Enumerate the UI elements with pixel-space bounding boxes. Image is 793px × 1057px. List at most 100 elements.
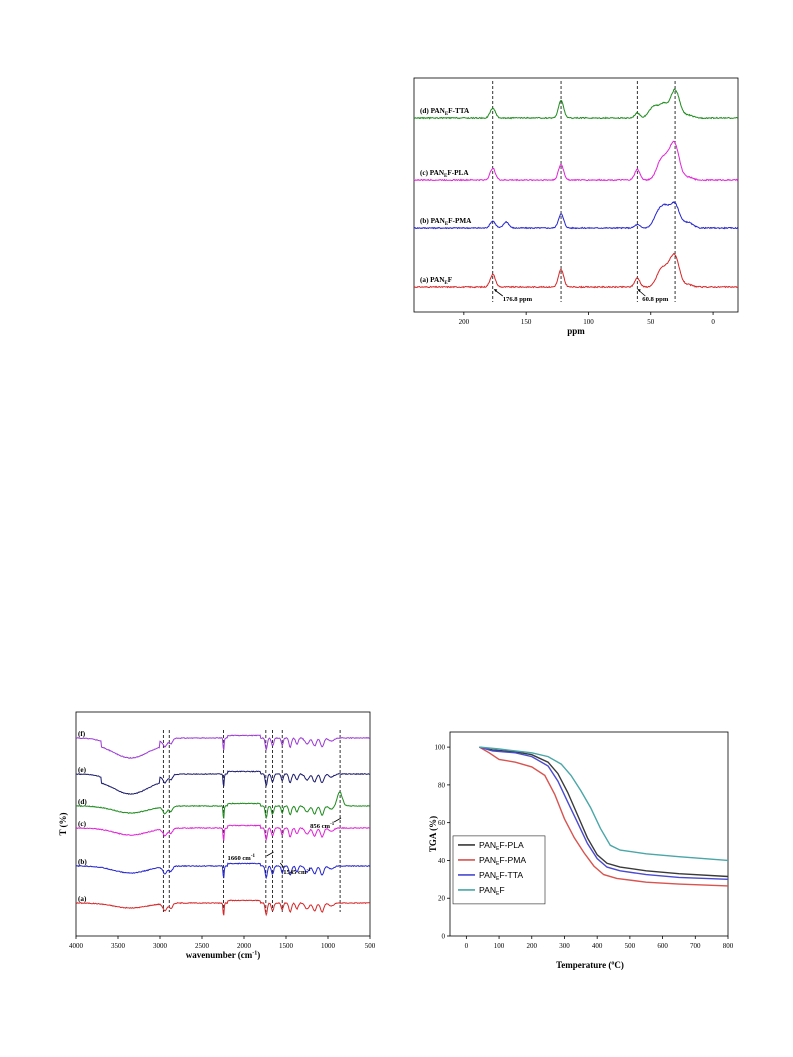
ftir-x-tick-label-5: 1500	[279, 942, 294, 950]
tga-x-axis-label-main: Temperature (	[556, 960, 611, 970]
ftir-x-tick-label-7: 500	[365, 942, 376, 950]
ftir-series-line-c	[76, 824, 370, 842]
ftir-x-tick-label-3: 2500	[195, 942, 210, 950]
nmr-x-tick-label-0: 200	[459, 318, 470, 326]
tga-legend-label-3-base: PAN	[479, 885, 496, 895]
ftir-annotation-2-sup: -1	[330, 822, 335, 827]
ftir-x-tick-label-0: 4000	[69, 942, 84, 950]
ftir-series-label-a: (a)	[78, 895, 87, 903]
tga-y-tick-label-1: 20	[438, 895, 446, 903]
nmr-series-label-a-suffix: F	[448, 276, 453, 284]
nmr-series-label-d-base: (d) PAN	[420, 107, 446, 115]
tga-y-tick-label-2: 40	[438, 857, 446, 865]
ftir-annotation-0: 1660 cm-1	[228, 854, 256, 862]
nmr-series-line-b	[413, 201, 739, 230]
nmr-series-label-d: (d) PANEF-TTA	[420, 107, 470, 117]
ftir-annotation-1-sup: -1	[306, 868, 311, 873]
nmr-x-tick-label-2: 100	[583, 318, 594, 326]
tga-legend-label-3-suffix: F	[499, 885, 504, 895]
ftir-annotation-0-sup: -1	[251, 854, 256, 859]
tga-legend-label-1-suffix: F-PMA	[499, 855, 526, 865]
ftir-y-axis-label: T (%)	[58, 812, 68, 835]
ftir-x-axis-label: wavenumber (cm-1)	[186, 950, 261, 960]
ftir-x-tick-label-6: 1000	[321, 942, 336, 950]
ftir-annotation-arrow-1	[279, 862, 285, 869]
nmr-series-line-a	[413, 252, 738, 289]
tga-legend-label-0-sub: E	[496, 846, 500, 852]
ftir-annotation-2-text: 856 cm	[310, 823, 330, 830]
ftir-series-line-f	[75, 734, 370, 759]
tga-chart: 0 100 200 300 400 500 600 700 800 0 20 40 60 80 100 TG…	[428, 728, 742, 974]
tga-legend-label-1-sub: E	[496, 861, 500, 867]
tga-x-tick-label-3: 300	[559, 942, 570, 950]
nmr-annotation-176-8-ppm: 176.8 ppm	[503, 296, 533, 303]
tga-legend-label-2-sub: E	[496, 876, 500, 882]
nmr-series-label-c-sub: E	[444, 174, 448, 179]
nmr-plot-frame	[413, 77, 739, 313]
ftir-svg: (a) (b) (c) (d) (e) (f) 4000 3500 3000 2500 2000 1…	[58, 711, 376, 960]
nmr-x-tick-label-3: 50	[647, 318, 655, 326]
tga-legend-label-0-suffix: F-PLA	[499, 840, 524, 850]
nmr-series-label-c-suffix: F-PLA	[447, 169, 469, 177]
nmr-x-axis-label: ppm	[567, 326, 585, 336]
ftir-annotation-2: 856 cm-1	[310, 822, 335, 830]
ftir-annotation-arrow-2	[333, 817, 342, 823]
tga-x-tick-label-4: 400	[592, 942, 603, 950]
tga-x-axis-label-sup: o	[611, 961, 614, 967]
ftir-series-line-d	[75, 791, 370, 820]
tga-legend-label-2-suffix: F-TTA	[499, 870, 523, 880]
ftir-x-axis-label-main: wavenumber (cm	[186, 950, 253, 960]
tga-x-tick-label-7: 700	[690, 942, 701, 950]
ftir-annotation-1-text: 1545 cm	[283, 869, 307, 876]
nmr-x-tick-label-1: 150	[521, 318, 532, 326]
tga-legend-label-2: PANEF-TTA	[479, 870, 523, 882]
nmr-series-label-b-sub: E	[445, 222, 449, 227]
tga-series-line-0	[479, 746, 729, 878]
tga-legend-box	[452, 835, 546, 905]
tga-x-tick-label-2: 200	[527, 942, 538, 950]
ftir-annotation-arrow-0	[266, 851, 274, 857]
ftir-series-line-a	[75, 899, 370, 917]
tga-legend-label-2-base: PAN	[479, 870, 496, 880]
ftir-series-line-e	[75, 770, 370, 795]
tga-legend-label-1-base: PAN	[479, 855, 496, 865]
nmr-series-label-b: (b) PANEF-PMA	[420, 217, 472, 227]
ftir-series-label-b: (b)	[78, 858, 87, 866]
tga-legend-label-3: PANEF	[479, 885, 505, 897]
tga-legend-label-0: PANEF-PLA	[479, 840, 524, 852]
tga-series-line-2	[479, 746, 729, 880]
nmr-series-label-c: (c) PANEF-PLA	[420, 169, 469, 179]
tga-y-axis-label: TGA (%)	[428, 816, 438, 852]
tga-y-tick-label-5: 100	[435, 744, 446, 752]
nmr-series-label-c-base: (c) PAN	[420, 169, 445, 177]
ftir-series-label-f: (f)	[78, 730, 86, 738]
ftir-annotation-0-text: 1660 cm	[228, 855, 252, 862]
nmr-annotation-arrowhead-2	[637, 289, 641, 292]
tga-series-line-1	[479, 746, 729, 887]
nmr-series-line-d	[413, 88, 739, 120]
nmr-series-label-a-sub: E	[444, 281, 448, 286]
tga-series-line-3	[479, 746, 729, 862]
ftir-x-tick-label-2: 3000	[153, 942, 168, 950]
nmr-series-label-a-base: (a) PAN	[420, 276, 445, 284]
ftir-x-axis-label-sup: -1	[252, 951, 257, 957]
tga-legend-label-1: PANEF-PMA	[479, 855, 526, 867]
tga-svg: 0 100 200 300 400 500 600 700 800 0 20 40 60 80 100 TG…	[428, 731, 734, 970]
nmr-annotation-60-8-ppm: 60.8 ppm	[642, 296, 669, 303]
nmr-spectrum-chart: (a) PANEF (b) PANEF-PMA (c) PANEF-PLA (d) P…	[410, 74, 740, 336]
tga-y-tick-label-3: 60	[438, 819, 446, 827]
tga-x-axis-label-end: C)	[614, 960, 624, 970]
nmr-series-label-a: (a) PANEF	[420, 276, 453, 286]
tga-x-tick-label-1: 100	[494, 942, 505, 950]
tga-x-tick-label-5: 500	[625, 942, 636, 950]
tga-y-tick-label-0: 0	[442, 933, 446, 941]
ftir-series-line-b	[75, 862, 370, 880]
nmr-series-label-b-base: (b) PAN	[420, 217, 446, 225]
ftir-spectrum-chart: (a) (b) (c) (d) (e) (f) 4000 3500 3000 2500 2000 1…	[58, 708, 380, 964]
ftir-series-label-c: (c)	[78, 820, 87, 828]
ftir-series-label-d: (d)	[78, 798, 87, 806]
ftir-x-tick-label-1: 3500	[111, 942, 126, 950]
ftir-x-tick-label-4: 2000	[237, 942, 252, 950]
tga-plot-frame	[449, 731, 729, 937]
